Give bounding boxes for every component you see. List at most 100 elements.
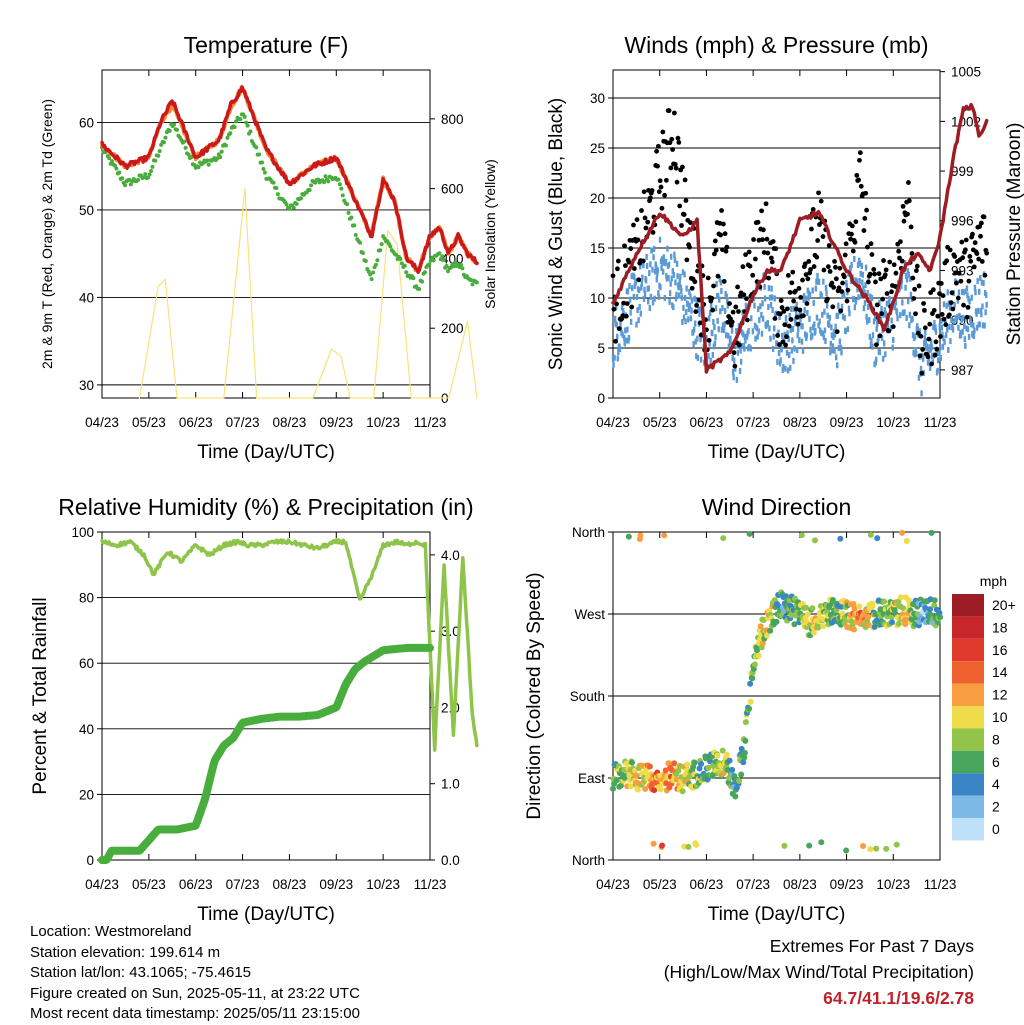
wind-point-470 (862, 305, 866, 312)
wind-point-475 (865, 313, 868, 320)
gust-point-294 (872, 271, 877, 277)
gust-point-389 (956, 270, 962, 276)
gust-point-244 (827, 269, 833, 274)
gust-point-306 (882, 272, 888, 278)
dewpoint-point-50 (172, 122, 177, 127)
wind-point-205 (721, 305, 724, 312)
wind-point-567 (914, 347, 917, 354)
direction-point-500 (873, 617, 880, 624)
wind-point-468 (861, 271, 865, 278)
gust-point-77 (679, 223, 684, 228)
wind-point-499 (878, 299, 881, 306)
gust-point-3 (613, 338, 619, 344)
wind-point-396 (823, 308, 826, 315)
gust-point-107 (705, 275, 711, 281)
recent-text: Most recent data timestamp: 2025/05/11 2… (30, 1005, 360, 1022)
wind-point-512 (885, 312, 888, 319)
dewpoint-point-40 (157, 149, 162, 154)
wind-point-657 (962, 289, 965, 296)
dewpoint-point-220 (417, 286, 422, 291)
wind-point-217 (727, 343, 731, 350)
gust-point-331 (905, 211, 910, 217)
dewpoint-point-188 (371, 270, 376, 275)
wind-point-140 (686, 300, 689, 307)
wind-point-271 (756, 333, 759, 340)
gust-point-49 (654, 148, 659, 154)
gust-point-364 (934, 346, 940, 352)
temp9m-line (100, 84, 479, 274)
gust-point-273 (853, 219, 859, 225)
chart-title-2: Relative Humidity (%) & Precipitation (i… (58, 494, 473, 520)
gust-point-149 (743, 252, 748, 258)
wind-point-553 (907, 298, 910, 305)
legend-swatch-1 (952, 616, 984, 639)
dewpoint-point-171 (346, 210, 351, 215)
direction-point-484 (865, 613, 872, 620)
wind-point-330 (787, 352, 791, 359)
wind-point-82 (655, 276, 658, 283)
gust-point-323 (898, 239, 903, 245)
wind-point-57 (642, 262, 645, 269)
wind-point-73 (650, 247, 654, 254)
gust-point-35 (641, 189, 647, 195)
wind-point-152 (692, 326, 696, 333)
wind-point-135 (683, 295, 687, 302)
gust-point-189 (778, 298, 784, 303)
wind-series (611, 236, 988, 397)
wind-point-421 (836, 312, 839, 319)
direction-point-310 (773, 618, 780, 625)
gust-point-223 (809, 226, 814, 232)
wind-point-316 (780, 346, 783, 353)
wind-point-437 (845, 279, 848, 286)
wind-point-540 (900, 283, 903, 290)
wind-point-485 (870, 294, 874, 301)
wind-point-274 (758, 317, 761, 324)
direction-point-604 (928, 529, 935, 536)
gust-point-370 (939, 312, 945, 317)
direction-point-7 (613, 777, 620, 784)
gust-point-135 (730, 309, 736, 315)
wind-point-664 (966, 292, 969, 299)
wind-point-428 (840, 349, 843, 356)
gust-point-108 (706, 337, 712, 343)
gust-point-380 (948, 300, 954, 306)
wind-point-489 (872, 318, 876, 325)
dewpoint-point-170 (345, 202, 350, 207)
gust-point-172 (763, 201, 769, 207)
gust-point-412 (977, 224, 982, 230)
wind-point-668 (968, 298, 971, 305)
gust-point-27 (634, 217, 640, 223)
direction-point-116 (671, 760, 678, 767)
wind-point-420 (836, 362, 839, 369)
direction-point-243 (738, 771, 745, 778)
direction-point-97 (661, 532, 668, 539)
wind-point-596 (929, 339, 933, 346)
gust-point-356 (927, 321, 933, 327)
gust-point-214 (801, 313, 806, 319)
wind-point-604 (934, 324, 937, 331)
gust-point-284 (863, 190, 869, 196)
wind-point-455 (854, 298, 858, 305)
gust-point-250 (833, 264, 838, 270)
y-axis-label-0: 2m & 9m T (Red, Orange) & 2m Td (Green) (39, 99, 55, 369)
legend-title: mph (980, 573, 1007, 589)
direction-point-372 (806, 842, 813, 849)
gust-point-417 (981, 214, 987, 220)
gust-point-151 (744, 317, 750, 323)
gust-point-115 (712, 238, 718, 244)
gust-point-291 (869, 252, 875, 257)
wind-point-524 (891, 344, 894, 351)
dewpoint-point-222 (420, 279, 425, 284)
wind-point-213 (725, 293, 728, 300)
gust-point-349 (921, 301, 926, 306)
gust-point-338 (911, 296, 917, 301)
dewpoint-point-191 (375, 258, 380, 263)
gust-point-99 (698, 332, 704, 338)
x-tick-label-3-2: 06/23 (690, 877, 724, 892)
gust-point-327 (901, 218, 907, 224)
y2-tick-label-0-1: 200 (441, 321, 464, 336)
dewpoint-point-33 (147, 172, 152, 177)
wind-point-55 (641, 274, 644, 281)
direction-point-567 (909, 616, 916, 623)
wind-point-300 (771, 345, 775, 352)
